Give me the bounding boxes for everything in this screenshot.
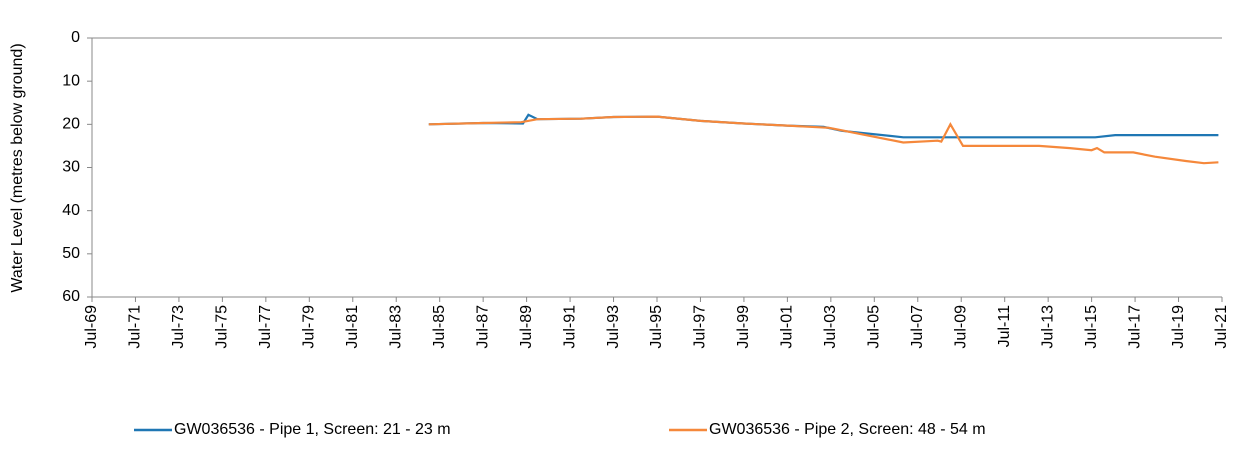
x-tick-label: Jul-17 (1126, 305, 1143, 349)
x-tick-label: Jul-75 (214, 305, 231, 349)
x-tick-label: Jul-07 (909, 305, 926, 349)
y-tick-label: 10 (62, 72, 80, 89)
x-tick-label: Jul-09 (952, 305, 969, 349)
y-tick-label: 50 (62, 245, 80, 262)
x-tick-label: Jul-97 (692, 305, 709, 349)
x-tick-label: Jul-21 (1213, 305, 1230, 349)
x-tick-label: Jul-91 (561, 305, 578, 349)
series-line (428, 115, 1219, 165)
x-tick-label: Jul-89 (518, 305, 535, 349)
x-tick-label: Jul-01 (779, 305, 796, 349)
x-tick-label: Jul-73 (170, 305, 187, 349)
x-tick-label: Jul-83 (387, 305, 404, 349)
y-axis-label: Water Level (metres below ground) (9, 43, 26, 292)
x-tick-label: Jul-15 (1083, 305, 1100, 349)
x-tick-label: Jul-71 (127, 305, 144, 349)
x-tick-label: Jul-87 (474, 305, 491, 349)
x-tick-label: Jul-99 (735, 305, 752, 349)
y-tick-label: 30 (62, 159, 80, 176)
x-tick-label: Jul-13 (1039, 305, 1056, 349)
x-tick-label: Jul-05 (866, 305, 883, 349)
x-tick-label: Jul-85 (431, 305, 448, 349)
x-tick-label: Jul-79 (301, 305, 318, 349)
x-tick-label: Jul-69 (83, 305, 100, 349)
x-tick-label: Jul-77 (257, 305, 274, 349)
legend-label: GW036536 - Pipe 1, Screen: 21 - 23 m (174, 421, 451, 438)
y-tick-label: 20 (62, 116, 80, 133)
x-tick-label: Jul-81 (344, 305, 361, 349)
legend-label: GW036536 - Pipe 2, Screen: 48 - 54 m (709, 421, 986, 438)
x-tick-label: Jul-11 (996, 305, 1013, 347)
y-tick-label: 60 (62, 288, 80, 305)
x-tick-label: Jul-19 (1170, 305, 1187, 349)
y-tick-label: 40 (62, 202, 80, 219)
x-tick-label: Jul-93 (605, 305, 622, 349)
y-tick-label: 0 (71, 29, 80, 46)
x-tick-label: Jul-03 (822, 305, 839, 349)
x-tick-label: Jul-95 (648, 305, 665, 349)
